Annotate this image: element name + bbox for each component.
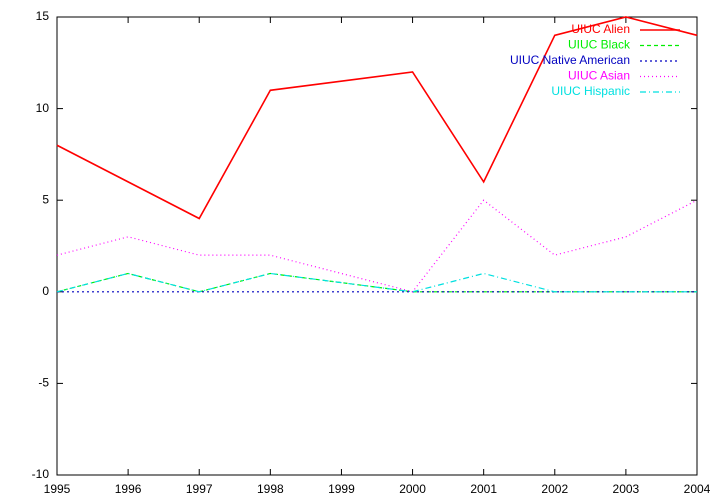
y-tick-label: 0 — [42, 284, 49, 298]
series-line — [56, 16, 698, 220]
x-tick-label: 1999 — [328, 482, 355, 496]
y-tick-label: 15 — [36, 9, 50, 23]
y-tick-label: 5 — [42, 192, 49, 206]
x-tick-label: 2004 — [684, 482, 711, 496]
legend-label: UIUC Alien — [571, 22, 630, 36]
series-line — [56, 199, 698, 293]
x-tick-label: 2002 — [541, 482, 568, 496]
y-tick-label: 10 — [36, 101, 50, 115]
legend-label: UIUC Black — [568, 38, 631, 52]
legend-label: UIUC Hispanic — [551, 84, 630, 98]
x-tick-label: 1996 — [115, 482, 142, 496]
x-tick-label: 1997 — [186, 482, 213, 496]
legend-label: UIUC Native American — [510, 53, 630, 67]
x-tick-label: 1995 — [44, 482, 71, 496]
plot-frame — [56, 16, 698, 476]
y-tick-label: -10 — [32, 467, 50, 481]
x-tick-label: 1998 — [257, 482, 284, 496]
x-tick-label: 2001 — [470, 482, 497, 496]
legend-label: UIUC Asian — [568, 69, 630, 83]
y-tick-label: -5 — [38, 376, 49, 390]
x-tick-label: 2000 — [399, 482, 426, 496]
x-tick-label: 2003 — [613, 482, 640, 496]
